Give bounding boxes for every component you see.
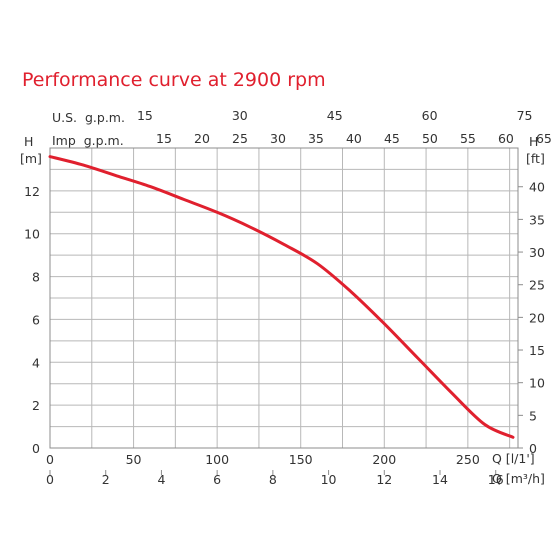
m3h-axis-label: Q [m³/h]	[492, 471, 545, 486]
y-left-tick-label: 0	[32, 441, 40, 456]
x-imp-gpm-tick-label: 35	[308, 131, 324, 146]
right-h-axis-name: H	[529, 134, 538, 149]
y-right-tick-label: 5	[529, 408, 537, 423]
imp-gpm-axis-label: Imp g.p.m.	[52, 133, 124, 148]
x-lmin-tick-label: 50	[126, 452, 142, 467]
right-h-axis-unit: [ft]	[526, 151, 545, 166]
y-left-tick-label: 8	[32, 270, 40, 285]
plot-frame	[49, 147, 519, 449]
chart-title: Performance curve at 2900 rpm	[22, 69, 326, 91]
y-right-tick-label: 0	[529, 441, 537, 456]
y-left-tick-label: 4	[32, 355, 40, 370]
y-left-tick-label: 2	[32, 398, 40, 413]
x-m3h-tick-label: 8	[269, 472, 277, 487]
x-imp-gpm-tick-label: 45	[384, 131, 400, 146]
y-right-tick-label: 10	[529, 376, 545, 391]
y-left-tick-label: 12	[24, 184, 40, 199]
lmin-axis-label: Q [l/1']	[492, 451, 535, 466]
y-left-tick-label: 6	[32, 312, 40, 327]
x-m3h-tick-label: 12	[376, 472, 392, 487]
performance-curve	[48, 155, 515, 439]
x-us-gpm-tick-label: 30	[232, 108, 248, 123]
x-imp-gpm-tick-label: 65	[536, 131, 552, 146]
x-m3h-tick-label: 0	[46, 472, 54, 487]
left-h-axis-name: H	[24, 134, 33, 149]
y-right-tick-label: 40	[529, 180, 545, 195]
x-m3h-tick-label: 4	[157, 472, 165, 487]
y-left-tick-label: 10	[24, 227, 40, 242]
x-imp-gpm-tick-label: 15	[156, 131, 172, 146]
y-right-tick-label: 15	[529, 343, 545, 358]
x-imp-gpm-tick-label: 60	[498, 131, 514, 146]
x-m3h-tick-label: 14	[432, 472, 448, 487]
x-m3h-tick-label: 10	[321, 472, 337, 487]
axis-titles: U.S. g.p.m. Imp g.p.m. H [m] H [ft] Q [l…	[20, 110, 545, 486]
x-lmin-tick-label: 200	[372, 452, 396, 467]
x-imp-gpm-tick-label: 25	[232, 131, 248, 146]
left-h-axis-unit: [m]	[20, 151, 42, 166]
x-imp-gpm-tick-label: 20	[194, 131, 210, 146]
y-right-tick-label: 35	[529, 212, 545, 227]
x-us-gpm-tick-label: 60	[422, 108, 438, 123]
x-us-gpm-tick-label: 75	[517, 108, 533, 123]
y-right-tick-label: 25	[529, 278, 545, 293]
x-us-gpm-tick-label: 15	[137, 108, 153, 123]
us-gpm-axis-label: U.S. g.p.m.	[52, 110, 125, 125]
x-us-gpm-tick-label: 45	[327, 108, 343, 123]
x-imp-gpm-tick-label: 50	[422, 131, 438, 146]
x-lmin-tick-label: 150	[289, 452, 313, 467]
x-lmin-tick-label: 250	[456, 452, 480, 467]
y-right-tick-label: 30	[529, 245, 545, 260]
y-right-tick-label: 20	[529, 310, 545, 325]
x-imp-gpm-tick-label: 40	[346, 131, 362, 146]
x-m3h-tick-label: 16	[488, 472, 504, 487]
x-m3h-tick-label: 2	[102, 472, 110, 487]
x-imp-gpm-tick-label: 30	[270, 131, 286, 146]
x-m3h-tick-label: 6	[213, 472, 221, 487]
chart-grid	[49, 147, 519, 449]
x-imp-gpm-tick-label: 55	[460, 131, 476, 146]
x-lmin-tick-label: 100	[205, 452, 229, 467]
x-lmin-tick-label: 0	[46, 452, 54, 467]
